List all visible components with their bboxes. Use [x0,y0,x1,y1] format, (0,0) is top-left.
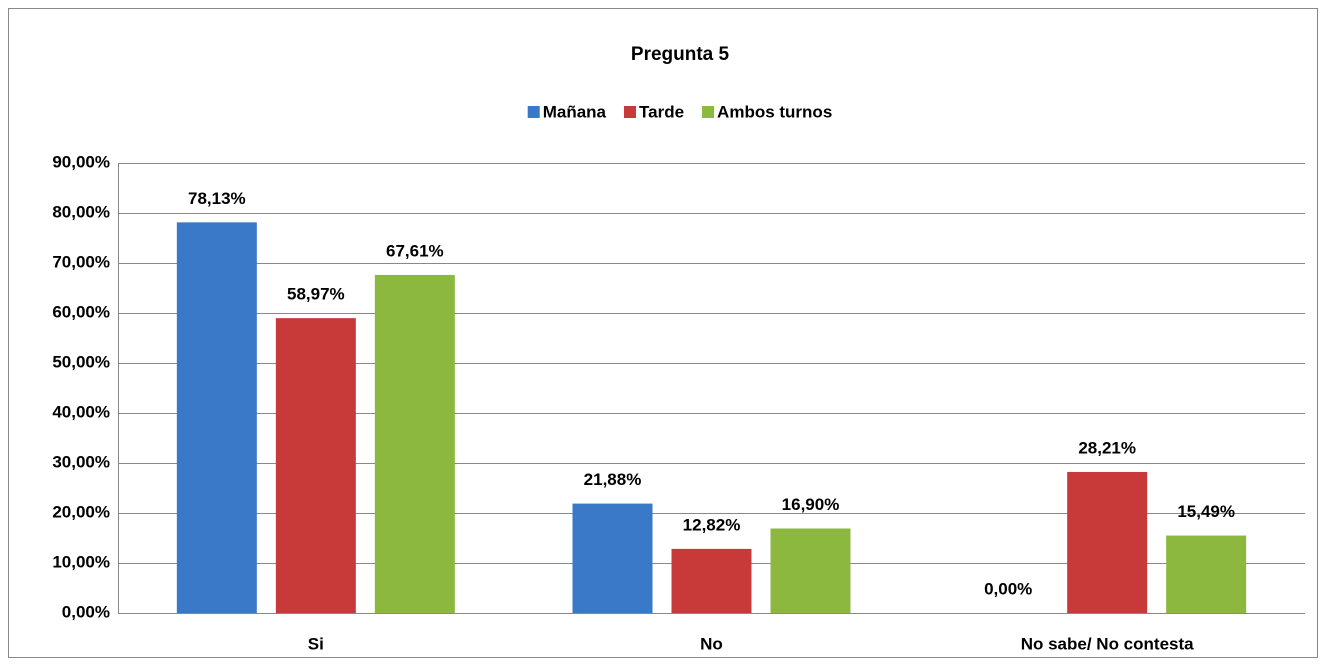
y-tick-label: 40,00% [52,402,110,421]
y-tick-label: 80,00% [52,202,110,221]
y-tick-label: 70,00% [52,252,110,271]
y-tick-label: 60,00% [52,302,110,321]
legend-label: Ambos turnos [717,102,832,121]
y-tick-label: 20,00% [52,502,110,521]
y-tick-label: 90,00% [52,152,110,171]
bar [1067,471,1148,613]
data-label: 15,49% [1177,502,1235,521]
x-tick-label: No [700,634,723,653]
bar [275,318,356,613]
legend-swatch [702,106,715,118]
legend-swatch [624,106,637,118]
data-label: 58,97% [287,285,345,304]
y-tick-label: 30,00% [52,452,110,471]
y-tick-label: 0,00% [62,602,110,621]
data-label: 67,61% [386,241,444,260]
bar [176,222,257,613]
bar [572,503,653,613]
data-label: 78,13% [188,189,246,208]
bar [770,528,851,613]
bar [374,274,455,613]
data-label: 21,88% [584,470,642,489]
x-tick-label: Si [308,634,324,653]
legend-swatch [527,106,540,118]
chart-title: Pregunta 5 [631,44,730,65]
x-tick-label: No sabe/ No contesta [1021,634,1194,653]
legend-label: Mañana [543,102,607,121]
data-label: 12,82% [683,515,741,534]
bar [1166,535,1247,613]
data-label: 16,90% [782,495,840,514]
bar [671,548,752,613]
data-label: 0,00% [984,579,1032,598]
data-label: 28,21% [1078,438,1136,457]
y-tick-label: 10,00% [52,552,110,571]
y-tick-label: 50,00% [52,352,110,371]
legend-label: Tarde [639,102,684,121]
